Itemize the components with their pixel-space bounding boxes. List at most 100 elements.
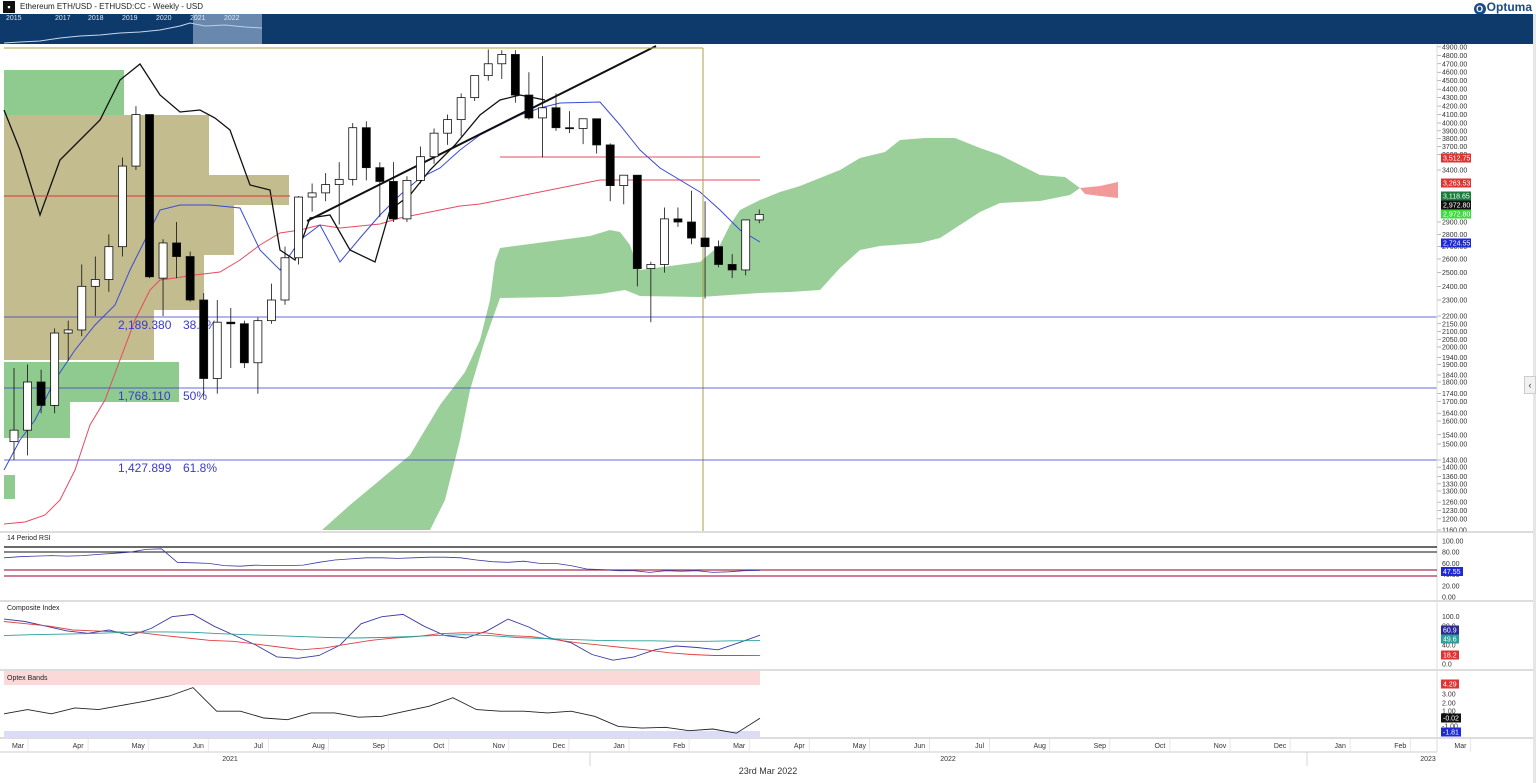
candle	[388, 162, 398, 222]
candle-body	[172, 242, 182, 257]
candle	[632, 174, 642, 287]
candle	[592, 118, 602, 154]
price-axis-label: 1840.00	[1442, 373, 1467, 380]
candle-body	[551, 107, 561, 129]
candle-body	[267, 299, 276, 322]
nav-year-2020: 2020	[156, 15, 172, 22]
nav-year-2021: 2021	[190, 15, 206, 22]
candle	[429, 128, 439, 164]
candle	[646, 261, 656, 323]
candle-body	[592, 118, 602, 146]
candle	[416, 146, 425, 184]
candle	[497, 50, 507, 79]
candle-body	[77, 285, 87, 331]
candle-body	[158, 242, 168, 279]
month-label: Sep	[372, 743, 385, 750]
candle	[199, 293, 209, 396]
timeline-navigator[interactable]: 2015 2017 2018 2019 2020 2021 2022	[0, 14, 1533, 44]
candle	[63, 320, 73, 361]
candle-body	[118, 165, 127, 248]
volume-profile-bar	[4, 362, 179, 402]
candle-body	[185, 256, 195, 301]
candle-body	[605, 144, 615, 187]
optex-title: Optex Bands	[7, 675, 48, 682]
month-label: Jul	[975, 743, 984, 750]
candle-body	[646, 264, 656, 269]
chart-menu-icon[interactable]: ▪	[3, 1, 15, 13]
candle	[348, 123, 358, 186]
month-label: Feb	[1394, 743, 1406, 750]
candle	[483, 49, 493, 81]
composite-axis: 100.080.060.040.020.00.060.949.618.2	[1441, 614, 1460, 669]
optex-axis-label: 3.00	[1442, 692, 1456, 699]
optex-axis-label: -1.00	[1442, 724, 1458, 731]
price-axis-label: 2050.00	[1442, 337, 1467, 344]
year-label: 2021	[222, 756, 238, 763]
candle	[714, 240, 723, 268]
candle-body	[741, 219, 751, 271]
candle	[361, 121, 371, 181]
candle	[402, 176, 412, 222]
candle-body	[388, 181, 398, 220]
composite-current-tag	[1441, 634, 1459, 644]
price-axis-label: 4400.00	[1442, 87, 1467, 94]
fibonacci-percent-label: 50%	[183, 389, 207, 403]
nav-year-2017: 2017	[55, 15, 71, 22]
candle-body	[727, 264, 737, 271]
optex-upper-tag	[1441, 679, 1459, 689]
price-axis-label: 3400.00	[1442, 168, 1467, 175]
candle-body	[226, 321, 236, 325]
candle-body	[429, 132, 439, 158]
right-scroll-strip[interactable]	[1533, 14, 1536, 783]
month-label: Oct	[1154, 743, 1165, 750]
candle	[605, 143, 615, 202]
candle-body	[470, 75, 480, 99]
candle-body	[375, 167, 385, 182]
candle-body	[754, 214, 764, 221]
price-axis-label: 2100.00	[1442, 329, 1467, 336]
optex-upper-label: 4.29	[1443, 682, 1457, 689]
composite-current-label: 60.9	[1443, 628, 1457, 635]
candle	[727, 254, 737, 279]
candle	[131, 106, 141, 170]
candle	[239, 320, 249, 368]
price-axis-label: 3900.00	[1442, 128, 1467, 135]
candle-body	[334, 178, 344, 185]
candle	[754, 209, 764, 224]
tenkan-line	[3, 101, 761, 471]
candle-body	[416, 156, 425, 181]
ichimoku-cloud	[322, 138, 1080, 530]
price-tag-label: 3,118.65	[1443, 194, 1470, 201]
candle	[551, 93, 561, 131]
price-axis-label: 4200.00	[1442, 104, 1467, 111]
price-axis-label: 2300.00	[1442, 298, 1467, 305]
rsi-current-tag	[1441, 567, 1463, 576]
title-bar: ▪ Ethereum ETH/USD - ETHUSD:CC - Weekly …	[0, 0, 1536, 15]
brand-name: Optuma	[1486, 0, 1532, 14]
candle	[104, 234, 114, 292]
price-axis-label: 4700.00	[1442, 61, 1467, 68]
price-axis-label: 2700.00	[1442, 244, 1467, 251]
fibonacci-percent-label: 61.8%	[183, 461, 217, 475]
price-tag-label: 3,512.75	[1443, 156, 1470, 163]
time-axis[interactable]: Mar Apr May Jun Jul Aug Sep Oct Nov Dec Jan Feb Mar A…	[0, 739, 1471, 766]
candle-body	[538, 107, 547, 119]
candle	[510, 50, 520, 103]
candle	[700, 201, 710, 299]
candle	[77, 264, 87, 337]
candle	[50, 328, 60, 414]
month-label: Dec	[1274, 743, 1287, 750]
candle	[307, 183, 317, 212]
price-tag	[1441, 191, 1471, 201]
month-label: Mar	[733, 743, 746, 750]
rsi-axis-label: 80.00	[1442, 550, 1460, 557]
candle-body	[90, 279, 100, 287]
composite-axis-label: 0.0	[1442, 662, 1452, 669]
price-tags: 3,512.75 3,263.53 3,118.65 2,972.80 2,972.80…	[1441, 153, 1471, 248]
candle-body	[212, 321, 222, 379]
month-label: Dec	[553, 743, 566, 750]
navigator-window-handle[interactable]	[193, 14, 262, 44]
composite-title: Composite Index	[7, 605, 60, 612]
